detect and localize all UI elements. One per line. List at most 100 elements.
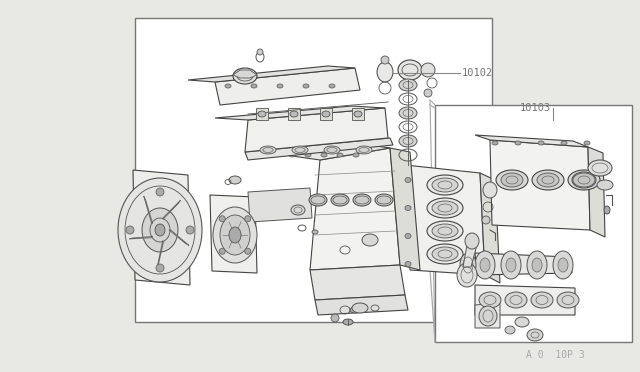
Ellipse shape	[460, 253, 476, 277]
Polygon shape	[245, 138, 393, 160]
Ellipse shape	[399, 135, 417, 147]
Ellipse shape	[427, 221, 463, 241]
Ellipse shape	[244, 248, 251, 254]
Ellipse shape	[427, 175, 463, 195]
Ellipse shape	[292, 146, 308, 154]
Ellipse shape	[251, 84, 257, 88]
Ellipse shape	[399, 79, 417, 91]
Ellipse shape	[465, 233, 479, 249]
Ellipse shape	[588, 160, 612, 176]
Ellipse shape	[324, 146, 340, 154]
Polygon shape	[390, 148, 420, 270]
Polygon shape	[475, 285, 575, 315]
Polygon shape	[144, 196, 153, 224]
Ellipse shape	[329, 84, 335, 88]
Ellipse shape	[352, 303, 368, 313]
Ellipse shape	[597, 180, 613, 190]
Polygon shape	[133, 170, 190, 285]
Ellipse shape	[186, 226, 194, 234]
Polygon shape	[588, 147, 605, 237]
Polygon shape	[463, 245, 477, 267]
Bar	[256, 108, 268, 120]
Bar	[135, 18, 492, 322]
Polygon shape	[475, 135, 588, 147]
Ellipse shape	[527, 251, 547, 279]
Ellipse shape	[322, 111, 330, 117]
Ellipse shape	[350, 307, 360, 313]
Ellipse shape	[604, 206, 610, 214]
Polygon shape	[310, 265, 405, 300]
Ellipse shape	[527, 329, 543, 341]
Ellipse shape	[482, 216, 490, 224]
Polygon shape	[169, 230, 189, 246]
Ellipse shape	[291, 205, 305, 215]
Ellipse shape	[229, 227, 241, 243]
Polygon shape	[248, 188, 312, 222]
Polygon shape	[210, 195, 257, 273]
Ellipse shape	[573, 173, 595, 187]
Polygon shape	[245, 108, 388, 152]
Polygon shape	[405, 165, 485, 275]
Ellipse shape	[561, 141, 567, 145]
Ellipse shape	[427, 198, 463, 218]
Polygon shape	[285, 143, 390, 160]
Ellipse shape	[584, 141, 590, 145]
Ellipse shape	[532, 258, 542, 272]
Ellipse shape	[155, 224, 165, 236]
Ellipse shape	[303, 84, 309, 88]
Ellipse shape	[331, 314, 339, 322]
Ellipse shape	[233, 68, 257, 84]
Ellipse shape	[229, 176, 241, 184]
Ellipse shape	[220, 215, 250, 255]
Ellipse shape	[483, 182, 497, 198]
Ellipse shape	[457, 263, 477, 287]
Ellipse shape	[375, 194, 393, 206]
Ellipse shape	[337, 153, 343, 157]
Ellipse shape	[343, 319, 353, 325]
Ellipse shape	[312, 230, 318, 234]
Ellipse shape	[225, 84, 231, 88]
Ellipse shape	[258, 111, 266, 117]
Text: A 0  10P 3: A 0 10P 3	[526, 350, 585, 360]
Ellipse shape	[505, 326, 515, 334]
Polygon shape	[129, 237, 153, 239]
Ellipse shape	[405, 177, 411, 183]
Ellipse shape	[553, 251, 573, 279]
Ellipse shape	[362, 234, 378, 246]
Ellipse shape	[572, 172, 596, 188]
Ellipse shape	[532, 170, 564, 190]
Ellipse shape	[432, 178, 458, 192]
Polygon shape	[157, 240, 163, 269]
Ellipse shape	[501, 251, 521, 279]
Polygon shape	[215, 68, 360, 105]
Ellipse shape	[496, 170, 528, 190]
Ellipse shape	[118, 178, 202, 282]
Polygon shape	[475, 253, 572, 275]
Ellipse shape	[427, 244, 463, 264]
Ellipse shape	[257, 49, 263, 55]
Polygon shape	[490, 140, 590, 230]
Ellipse shape	[475, 251, 495, 279]
Ellipse shape	[479, 306, 497, 326]
Ellipse shape	[353, 194, 371, 206]
Text: 10102: 10102	[462, 68, 493, 78]
Ellipse shape	[506, 258, 516, 272]
Ellipse shape	[305, 153, 311, 157]
Ellipse shape	[220, 216, 225, 222]
Ellipse shape	[398, 60, 422, 80]
Ellipse shape	[260, 146, 276, 154]
Bar	[288, 108, 300, 120]
Ellipse shape	[244, 216, 251, 222]
Ellipse shape	[492, 141, 498, 145]
Ellipse shape	[479, 292, 501, 308]
Ellipse shape	[331, 194, 349, 206]
Ellipse shape	[142, 208, 178, 252]
Ellipse shape	[557, 292, 579, 308]
Ellipse shape	[558, 258, 568, 272]
Polygon shape	[315, 295, 408, 315]
Ellipse shape	[309, 194, 327, 206]
Polygon shape	[480, 173, 500, 283]
Ellipse shape	[480, 258, 490, 272]
Polygon shape	[215, 106, 385, 120]
Ellipse shape	[321, 153, 327, 157]
